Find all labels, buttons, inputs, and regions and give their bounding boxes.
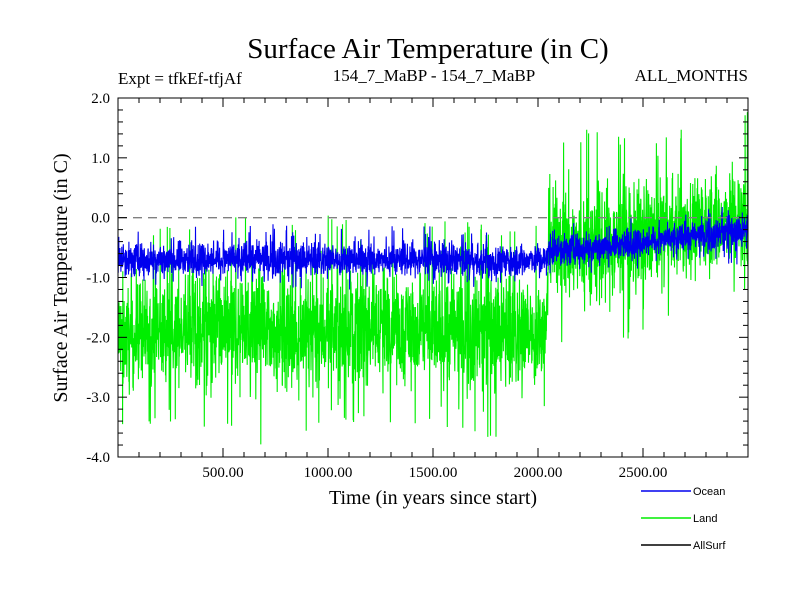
months-label: ALL_MONTHS xyxy=(635,66,748,85)
y-tick-label: 1.0 xyxy=(91,151,110,167)
legend-label-ocean: Ocean xyxy=(693,486,725,498)
x-tick-label: 500.00 xyxy=(202,465,243,481)
y-tick-label: -4.0 xyxy=(86,450,110,466)
legend-label-land: Land xyxy=(693,513,717,525)
legend-label-allsurf: AllSurf xyxy=(693,540,726,552)
x-tick-label: 2000.00 xyxy=(514,465,563,481)
y-axis-label: Surface Air Temperature (in C) xyxy=(50,153,72,402)
legend: Ocean Land AllSurf xyxy=(641,486,726,552)
x-tick-label: 1000.00 xyxy=(304,465,353,481)
y-tick-label: 2.0 xyxy=(91,91,110,107)
y-tick-label: -1.0 xyxy=(86,271,110,287)
x-tick-label: 2500.00 xyxy=(619,465,668,481)
y-tick-label: -3.0 xyxy=(86,390,110,406)
x-axis-label: Time (in years since start) xyxy=(329,487,537,509)
y-tick-label: -2.0 xyxy=(86,330,110,346)
axes: 500.00 1000.00 1500.00 2000.00 2500.00 -4.0 -3… xyxy=(86,91,749,481)
plot-area xyxy=(118,112,748,445)
y-tick-label: 0.0 xyxy=(91,211,110,227)
experiment-label: Expt = tfkEf-tfjAf xyxy=(118,69,242,88)
series-line-land xyxy=(118,112,748,445)
x-tick-label: 1500.00 xyxy=(409,465,458,481)
period-label: 154_7_MaBP - 154_7_MaBP xyxy=(333,66,535,85)
chart-title: Surface Air Temperature (in C) xyxy=(247,33,608,65)
series-line-ocean xyxy=(118,206,748,290)
